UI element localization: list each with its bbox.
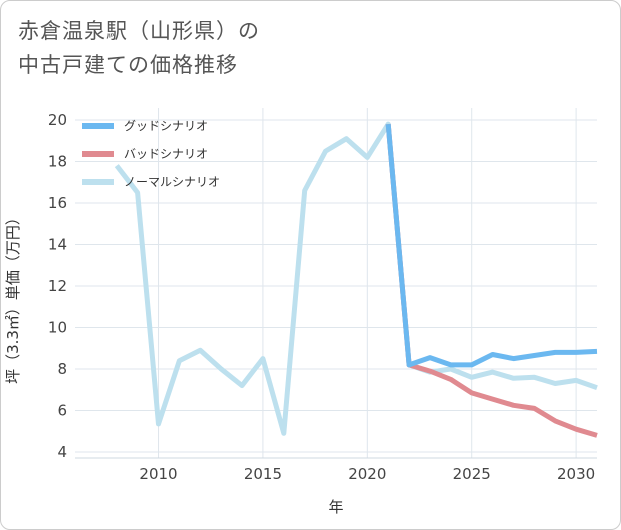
plot-area bbox=[114, 121, 598, 438]
x-tick-label: 2020 bbox=[348, 465, 386, 483]
x-axis-label: 年 bbox=[328, 498, 343, 516]
y-tick-label: 18 bbox=[48, 153, 67, 171]
x-tick-label: 2030 bbox=[557, 465, 595, 483]
x-tick-label: 2010 bbox=[139, 465, 177, 483]
legend-label: ノーマルシナリオ bbox=[124, 175, 220, 189]
chart-title-line-2: 中古戸建ての価格推移 bbox=[18, 53, 238, 77]
legend-label: バッドシナリオ bbox=[124, 147, 208, 161]
y-tick-label: 16 bbox=[48, 194, 67, 212]
chart-title-line-1: 赤倉温泉駅（山形県）の bbox=[18, 19, 260, 43]
y-tick-label: 12 bbox=[48, 277, 67, 295]
series-line bbox=[385, 123, 598, 368]
y-tick-label: 8 bbox=[57, 360, 67, 378]
y-tick-label: 4 bbox=[57, 443, 67, 461]
x-tick-label: 2025 bbox=[453, 465, 491, 483]
series-line bbox=[385, 123, 598, 438]
y-axis-label: 坪（3.3㎡）単価（万円） bbox=[4, 210, 22, 384]
x-tick-labels: 2010 2015 2020 2025 2030 bbox=[139, 465, 595, 483]
chart-title: 赤倉温泉駅（山形県）の 中古戸建ての価格推移 bbox=[18, 14, 260, 82]
y-tick-label: 20 bbox=[48, 111, 67, 129]
x-tick-label: 2015 bbox=[244, 465, 282, 483]
series-line bbox=[114, 121, 598, 436]
y-tick-labels: 4 6 8 10 12 14 16 18 20 bbox=[48, 111, 67, 461]
legend-label: グッドシナリオ bbox=[124, 119, 208, 133]
y-tick-label: 14 bbox=[48, 236, 67, 254]
y-tick-label: 6 bbox=[57, 402, 67, 420]
y-tick-label: 10 bbox=[48, 319, 67, 337]
